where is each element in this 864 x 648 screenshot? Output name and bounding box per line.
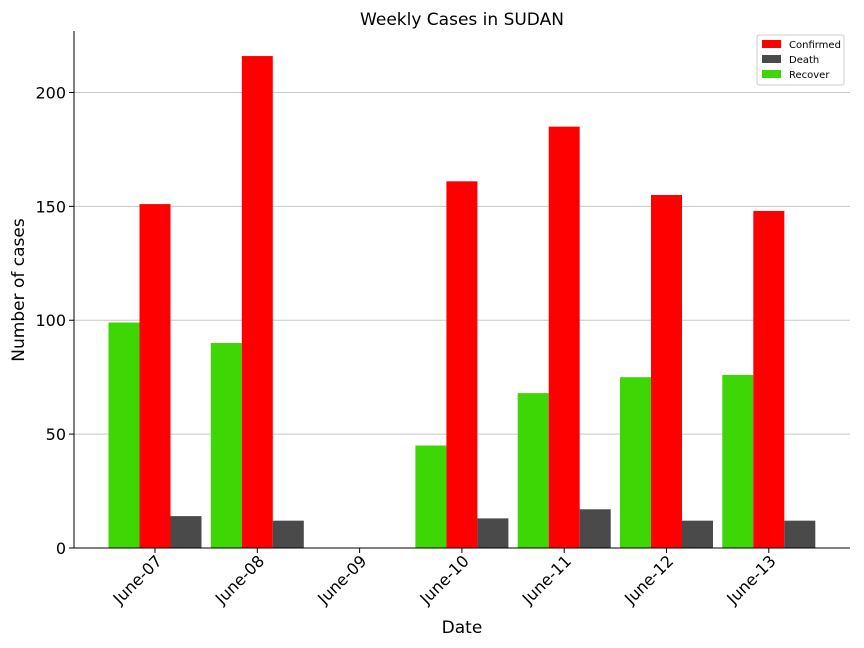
bar-recover [108, 322, 140, 548]
y-ticks: 0 50 100 150 200 [35, 83, 74, 558]
bar-recover [620, 377, 651, 548]
bar-death [477, 518, 509, 548]
x-axis-label: Date [442, 618, 483, 638]
bars [108, 56, 816, 549]
bar-recover [517, 393, 549, 548]
bar-confirmed [446, 181, 478, 548]
x-tick-label: June-08 [211, 551, 268, 608]
x-tick-label: June-09 [313, 551, 370, 608]
bar-confirmed [753, 210, 785, 548]
legend-swatch-death [762, 55, 781, 63]
x-tick-label: June-10 [415, 551, 472, 608]
chart-title: Weekly Cases in SUDAN [360, 10, 564, 30]
legend-label-death: Death [789, 55, 819, 66]
x-tick-label: June-12 [620, 551, 677, 608]
bar-recover [415, 445, 447, 548]
y-tick-label: 100 [35, 311, 66, 330]
bar-confirmed [139, 204, 171, 548]
bar-confirmed [241, 56, 273, 549]
x-tick-label: June-13 [722, 551, 779, 608]
legend-swatch-recover [762, 70, 781, 78]
legend-swatch-confirmed [762, 40, 781, 48]
x-tick-label: June-11 [518, 551, 575, 608]
bar-recover [210, 343, 242, 548]
y-axis-label: Number of cases [9, 218, 29, 362]
legend-label-confirmed: Confirmed [789, 40, 841, 51]
bar-death [579, 509, 611, 548]
y-tick-label: 200 [35, 83, 66, 102]
x-tick-label: June-07 [109, 551, 166, 608]
bar-confirmed [548, 126, 580, 549]
bar-confirmed [651, 194, 682, 549]
bar-death [170, 516, 202, 548]
x-ticks: June-07 June-08 June-09 June-10 June-11 June-… [109, 548, 780, 609]
bar-death [682, 520, 713, 548]
y-tick-label: 0 [56, 539, 66, 558]
legend-label-recover: Recover [789, 70, 830, 81]
bar-recover [722, 374, 754, 548]
bar-death [272, 520, 304, 548]
legend: Confirmed Death Recover [756, 34, 845, 86]
y-tick-label: 150 [35, 197, 66, 216]
bar-death [784, 520, 816, 548]
y-tick-label: 50 [46, 425, 66, 444]
